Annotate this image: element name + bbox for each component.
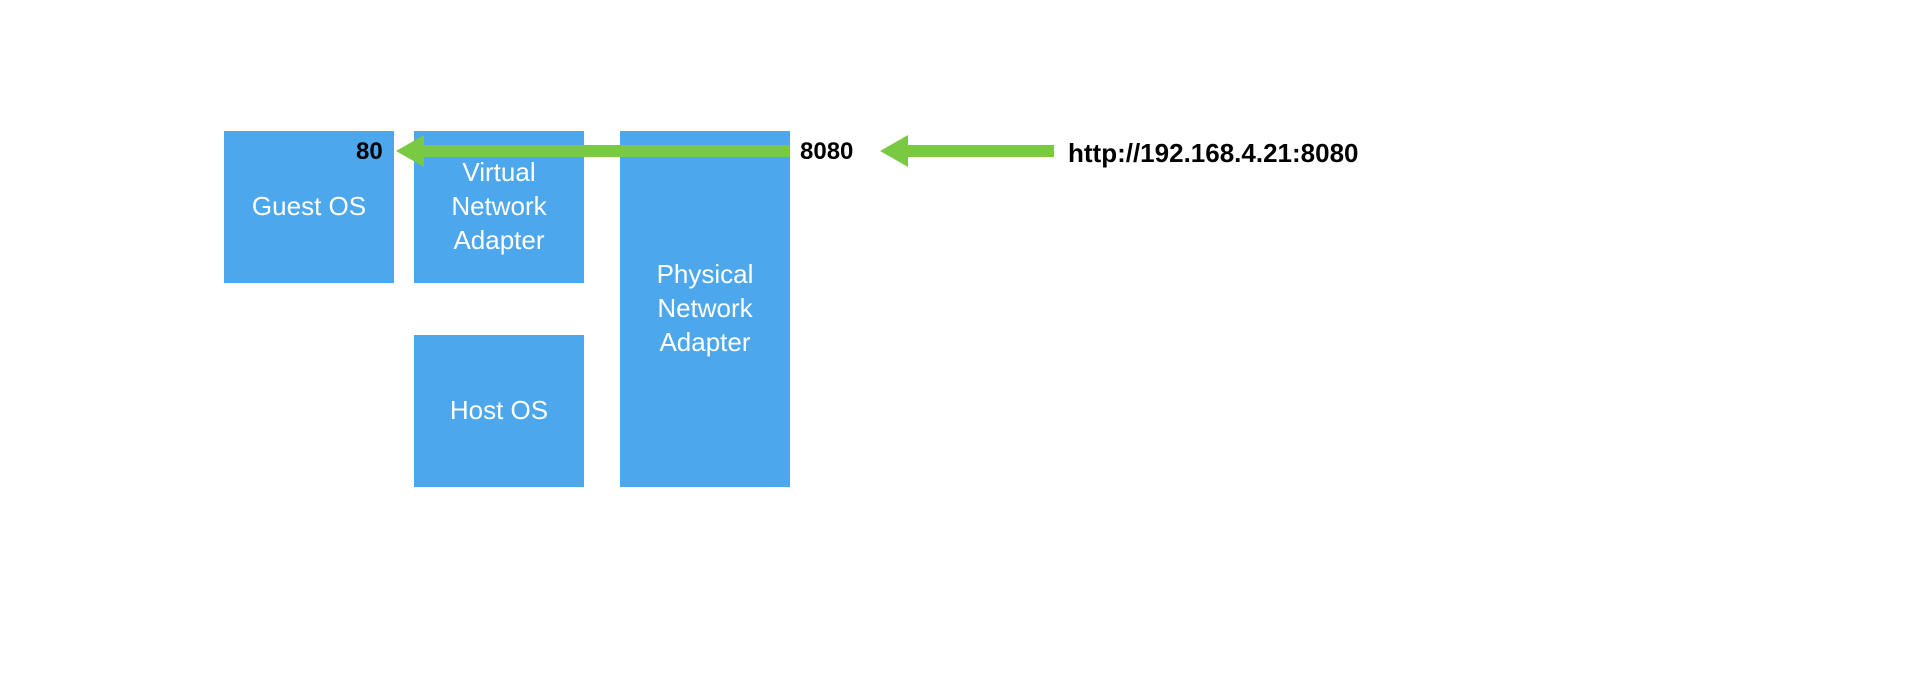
host-os-label: Host OS (450, 394, 548, 428)
guest-os-label: Guest OS (252, 190, 366, 224)
physical-adapter-label: PhysicalNetworkAdapter (657, 258, 754, 359)
url-label: http://192.168.4.21:8080 (1068, 138, 1359, 169)
network-diagram: Guest OS VirtualNetworkAdapter Host OS P… (0, 0, 1920, 691)
guest-port-label: 80 (356, 138, 383, 166)
virtual-adapter-label: VirtualNetworkAdapter (451, 156, 546, 257)
host-port-label: 8080 (800, 138, 853, 166)
host-os-box: Host OS (414, 335, 584, 487)
physical-adapter-box: PhysicalNetworkAdapter (620, 131, 790, 487)
